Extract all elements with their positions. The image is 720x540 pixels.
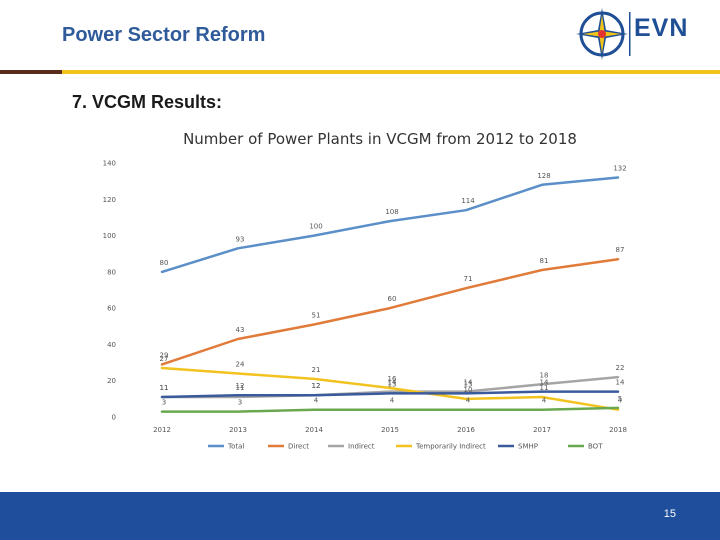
series-line-4 (160, 366, 620, 411)
data-label: 4 (390, 397, 395, 405)
data-label: 5 (618, 395, 622, 403)
data-label: 43 (236, 326, 245, 334)
data-label: 13 (388, 380, 397, 388)
data-label: 4 (466, 397, 471, 405)
data-label: 108 (385, 208, 398, 216)
page-number: 15 (663, 508, 676, 520)
data-label: 11 (540, 384, 549, 392)
data-label: 14 (540, 379, 549, 387)
data-label: 10 (464, 386, 473, 394)
data-label: 71 (464, 275, 473, 283)
data-label: 11 (160, 384, 169, 392)
section-title: 7. VCGM Results: (72, 92, 223, 112)
legend-label: Indirect (348, 443, 375, 451)
data-label: 12 (312, 382, 321, 390)
data-label: 132 (613, 165, 626, 173)
y-tick-label: 80 (107, 268, 116, 276)
data-label: 12 (236, 382, 245, 390)
data-label: 81 (540, 257, 549, 265)
chart-title: Number of Power Plants in VCGM from 2012… (183, 130, 577, 148)
legend-label: BOT (588, 443, 603, 451)
data-label: 13 (464, 380, 473, 388)
data-label: 24 (236, 360, 245, 368)
data-label: 4 (314, 397, 319, 405)
data-label: 60 (388, 295, 397, 303)
data-label: 128 (537, 172, 550, 180)
header-rule-gold (62, 70, 720, 74)
data-label: 27 (160, 355, 169, 363)
y-tick-label: 120 (103, 196, 116, 204)
footer-band: 15 (0, 492, 720, 540)
data-label: 87 (616, 246, 625, 254)
x-tick-label: 2012 (153, 426, 171, 434)
data-label: 12 (312, 382, 321, 390)
x-tick-label: 2015 (381, 426, 399, 434)
data-label: 100 (309, 223, 322, 231)
data-label: 80 (160, 259, 169, 267)
y-tick-label: 40 (107, 341, 116, 349)
data-label: 114 (461, 197, 475, 205)
series-line-2 (160, 257, 620, 366)
data-label: 3 (162, 399, 166, 407)
data-label: 14 (464, 379, 473, 387)
data-label: 3 (238, 399, 242, 407)
legend-label: Temporarily Indirect (415, 443, 486, 451)
data-label: 14 (388, 379, 397, 387)
page-title: Power Sector Reform (62, 24, 266, 46)
header-rule-dark (0, 70, 62, 74)
x-tick-label: 2017 (533, 426, 551, 434)
data-label: 14 (616, 379, 625, 387)
data-label: 18 (540, 371, 549, 379)
y-tick-label: 60 (107, 305, 116, 313)
series-line-3 (160, 375, 620, 399)
legend-label: Total (227, 443, 244, 451)
series-line-1 (160, 176, 620, 274)
y-tick-label: 140 (103, 160, 116, 168)
data-label: 11 (160, 384, 169, 392)
series-line-5 (160, 390, 620, 399)
data-label: 51 (312, 311, 321, 319)
legend-label: Direct (288, 443, 309, 451)
legend-label: SMHP (518, 443, 538, 451)
data-label: 11 (236, 384, 245, 392)
logo-text: EVN (634, 14, 689, 42)
data-label: 21 (312, 366, 321, 374)
y-tick-label: 100 (103, 232, 116, 240)
evn-logo-icon (576, 8, 631, 60)
series-line-6 (160, 406, 620, 413)
data-label: 29 (160, 351, 169, 359)
y-tick-label: 20 (107, 377, 116, 385)
x-tick-label: 2018 (609, 426, 627, 434)
x-tick-label: 2016 (457, 426, 475, 434)
y-tick-label: 0 (112, 414, 116, 422)
data-label: 93 (236, 235, 245, 243)
data-label: 16 (388, 375, 397, 383)
data-label: 4 (618, 397, 623, 405)
x-tick-label: 2013 (229, 426, 247, 434)
data-label: 22 (616, 364, 625, 372)
data-label: 4 (542, 397, 547, 405)
x-tick-label: 2014 (305, 426, 323, 434)
